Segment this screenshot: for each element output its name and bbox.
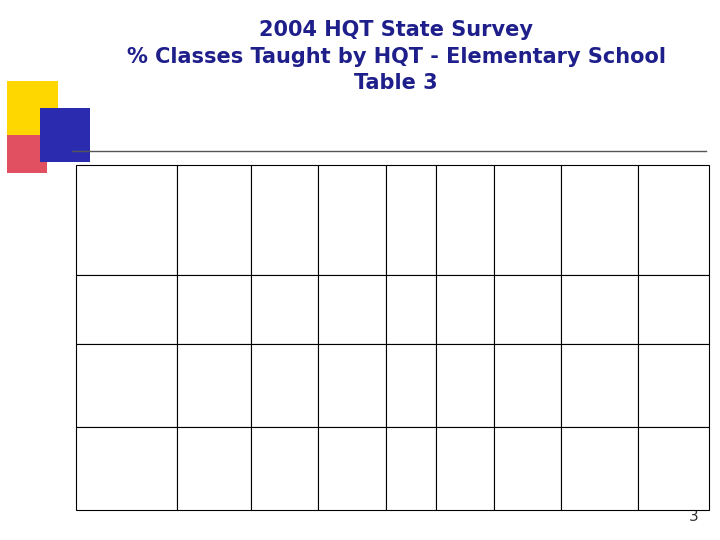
Text: Basic
Skills
Eng.: Basic Skills Eng. — [269, 202, 300, 238]
Text: High
Poverty
Schools: High Poverty Schools — [101, 362, 152, 409]
Text: Low
Poverty
Schools: Low Poverty Schools — [101, 446, 152, 492]
Text: 98.7: 98.7 — [395, 462, 426, 475]
Text: 91.2: 91.2 — [449, 462, 480, 475]
Text: 97.6: 97.6 — [658, 462, 689, 475]
Text: 99.5: 99.5 — [336, 462, 367, 475]
Text: 96.1: 96.1 — [658, 303, 689, 316]
Text: 95.0: 95.0 — [584, 462, 615, 475]
Text: 97.3: 97.3 — [336, 303, 367, 316]
Text: All
Classes: All Classes — [652, 209, 696, 231]
Text: 3: 3 — [688, 509, 698, 524]
Text: Self
Contained
(Gen. Ed.): Self Contained (Gen. Ed.) — [184, 202, 244, 238]
Text: 94.8: 94.8 — [336, 380, 367, 393]
Text: Basic
Skills
Math: Basic Skills Math — [336, 202, 368, 238]
Text: 97.2: 97.2 — [512, 462, 543, 475]
Text: 84.0: 84.0 — [449, 380, 480, 393]
Text: 91.9: 91.9 — [585, 303, 615, 316]
Text: 98.0: 98.0 — [269, 303, 300, 316]
Text: 97.1: 97.1 — [395, 303, 426, 316]
Text: 96.0: 96.0 — [512, 303, 543, 316]
Text: 91.3: 91.3 — [658, 380, 689, 393]
Text: 99.5: 99.5 — [269, 462, 300, 475]
Text: W.
Lang.: W. Lang. — [449, 209, 481, 231]
Text: 87.1: 87.1 — [584, 380, 615, 393]
Text: Spec. Ed.
(Self-cont.): Spec. Ed. (Self-cont.) — [567, 209, 633, 231]
Text: All Schools: All Schools — [90, 303, 162, 316]
Text: 88.3: 88.3 — [449, 303, 480, 316]
Text: 98.5: 98.5 — [199, 462, 229, 475]
Text: 2004 HQT State Survey
% Classes Taught by HQT - Elementary School
Table 3: 2004 HQT State Survey % Classes Taught b… — [127, 21, 665, 93]
Text: 87.2: 87.2 — [512, 380, 543, 393]
Text: Arts: Arts — [399, 215, 423, 225]
Text: 91.0: 91.0 — [395, 380, 426, 393]
Text: Spec.
Ed.
(Resource
repl.): Spec. Ed. (Resource repl.) — [498, 197, 557, 244]
Text: 98.2: 98.2 — [199, 303, 229, 316]
Text: 95.3: 95.3 — [199, 380, 229, 393]
Text: 96.8: 96.8 — [269, 380, 300, 393]
